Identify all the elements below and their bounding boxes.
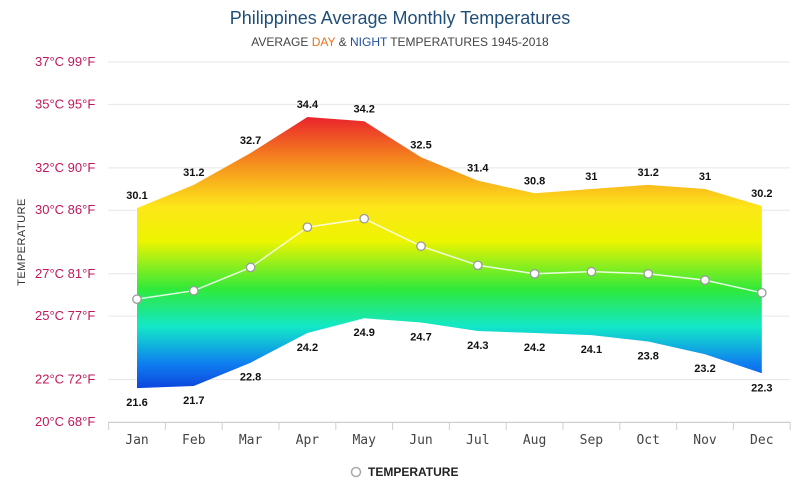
x-tick-label: Dec (750, 433, 773, 448)
average-point (302, 222, 313, 233)
night-value-label: 24.2 (297, 342, 318, 354)
average-point (359, 213, 370, 224)
chart-title: Philippines Average Monthly Temperatures (230, 8, 571, 28)
average-line (132, 213, 767, 305)
average-point (132, 294, 142, 305)
day-value-label: 31 (699, 171, 711, 183)
legend[interactable]: TEMPERATURE (350, 465, 459, 479)
x-tick-label: Feb (182, 433, 206, 448)
y-tick-label: 25°C 77°F (35, 308, 95, 323)
average-point (416, 241, 426, 252)
day-value-label: 30.8 (524, 175, 545, 187)
night-value-label: 24.7 (410, 331, 431, 343)
night-value-label: 22.8 (240, 372, 261, 384)
day-value-label: 30.1 (126, 190, 147, 202)
night-value-label: 21.6 (126, 397, 147, 409)
legend-label: TEMPERATURE (368, 465, 458, 479)
average-point (586, 266, 597, 277)
y-tick-label: 22°C 72°F (35, 372, 95, 387)
average-point (700, 275, 710, 285)
day-value-label: 31.4 (467, 163, 489, 175)
night-value-label: 23.8 (637, 351, 658, 363)
y-tick-label: 20°C 68°F (35, 414, 95, 429)
legend-marker (350, 466, 362, 478)
average-point (643, 268, 654, 279)
y-tick-label: 27°C 81°F (35, 266, 95, 281)
x-tick-label: Jul (466, 433, 489, 448)
night-value-label: 24.1 (581, 344, 602, 356)
day-value-label: 32.7 (240, 135, 261, 147)
subtitle-night: NIGHT (350, 35, 388, 49)
subtitle-day: DAY (312, 35, 336, 49)
night-value-label: 24.3 (467, 340, 488, 352)
average-point (188, 285, 199, 296)
x-tick-labels: Jan Feb Mar Apr May Jun Jul Aug Sep Oct Nov Dec (108, 422, 791, 448)
night-value-label: 23.2 (694, 363, 715, 375)
x-tick-label: May (352, 433, 376, 448)
day-value-label: 34.4 (297, 99, 319, 111)
subtitle-prefix: AVERAGE (251, 35, 311, 49)
average-point (756, 287, 767, 298)
temperature-band (137, 117, 762, 389)
x-tick-label: Aug (523, 433, 546, 448)
x-tick-label: Jan (125, 433, 148, 448)
night-value-label: 24.2 (524, 342, 545, 354)
subtitle-suffix: TEMPERATURES 1945-2018 (387, 35, 549, 49)
night-value-label: 22.3 (751, 382, 772, 394)
night-value-label: 21.7 (183, 395, 204, 407)
x-tick-label: Nov (693, 433, 717, 448)
day-value-label: 32.5 (410, 139, 431, 151)
day-value-label: 34.2 (353, 103, 374, 115)
average-point (245, 262, 256, 273)
x-tick-label: Mar (239, 433, 263, 448)
y-axis-label: TEMPERATURE (16, 198, 28, 286)
day-night-band (137, 117, 762, 389)
data-labels: 30.1 31.2 32.7 34.4 34.2 32.5 31.4 30.8 31 31.2 31… (126, 99, 772, 409)
average-point (472, 260, 483, 271)
x-tick-label: Oct (636, 433, 659, 448)
day-value-label: 31.2 (183, 167, 204, 179)
day-value-label: 30.2 (751, 188, 772, 200)
night-value-label: 24.9 (353, 327, 374, 339)
day-value-label: 31.2 (637, 167, 658, 179)
subtitle-amp: & (335, 35, 350, 49)
average-point (529, 268, 540, 279)
day-value-label: 31 (585, 171, 597, 183)
average-line-path (136, 217, 762, 300)
x-tick-label: Sep (580, 433, 604, 448)
y-tick-label: 32°C 90°F (35, 160, 95, 175)
y-tick-labels: 20°C 68°F 22°C 72°F 25°C 77°F 27°C 81°F 30°C… (35, 54, 95, 429)
y-tick-label: 37°C 99°F (35, 54, 95, 69)
x-tick-label: Apr (296, 433, 320, 448)
x-tick-label: Jun (409, 433, 432, 448)
y-tick-label: 30°C 86°F (35, 202, 95, 217)
y-tick-label: 35°C 95°F (35, 96, 95, 111)
chart-subtitle: AVERAGE DAY & NIGHT TEMPERATURES 1945-20… (251, 35, 549, 49)
